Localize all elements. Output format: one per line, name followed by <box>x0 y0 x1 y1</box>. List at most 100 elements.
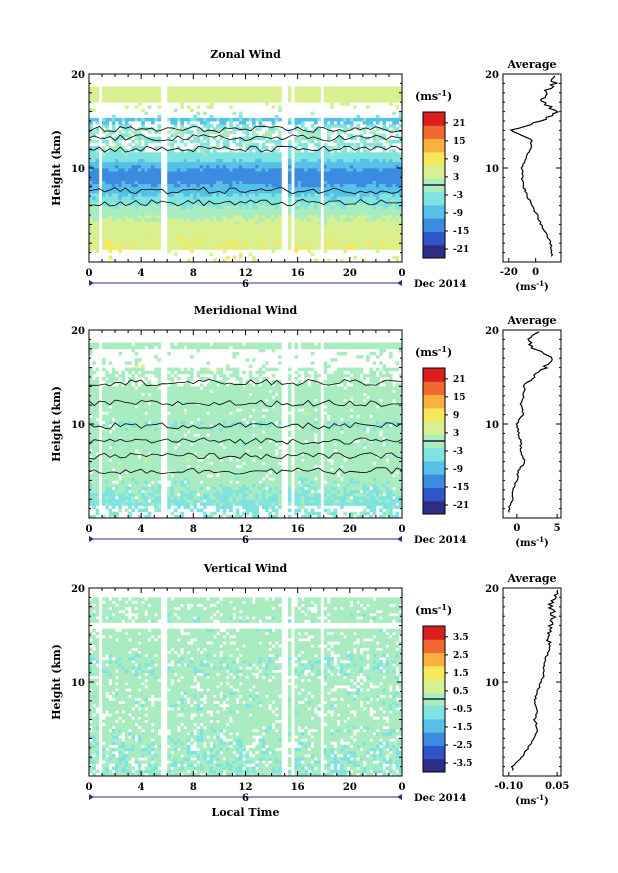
heatmap-cell <box>392 161 396 166</box>
heatmap-cell <box>108 474 113 478</box>
heatmap-cell <box>95 439 100 444</box>
heatmap-cell <box>317 221 321 225</box>
heatmap-cell <box>398 124 403 128</box>
heatmap-cell <box>137 395 142 400</box>
heatmap-cell <box>108 377 113 381</box>
heatmap-cell <box>349 136 354 141</box>
heatmap-cell <box>206 218 211 222</box>
heatmap-cell <box>330 233 334 238</box>
heatmap-cell <box>95 414 100 419</box>
heatmap-cell <box>307 215 312 219</box>
heatmap-cell <box>141 471 145 475</box>
heatmap-cell <box>216 208 220 213</box>
heatmap-cell <box>89 233 93 238</box>
heatmap-cell <box>392 202 396 206</box>
heatmap-cell <box>144 142 149 147</box>
colorbar-segment <box>423 165 445 179</box>
heatmap-cell <box>92 86 96 91</box>
heatmap-cell <box>385 224 390 228</box>
heatmap-cell <box>95 193 100 197</box>
heatmap-cell <box>317 240 321 244</box>
heatmap-cell <box>209 180 214 185</box>
heatmap-cell <box>115 199 119 203</box>
heatmap-cell <box>115 489 119 494</box>
heatmap-cell <box>388 183 393 188</box>
heatmap-cell <box>268 189 272 194</box>
heatmap-cell <box>154 130 158 134</box>
heatmap-cell <box>346 174 351 178</box>
colorbar-segment <box>423 191 445 206</box>
heatmap-cell <box>238 155 243 159</box>
heatmap-cell <box>388 215 393 219</box>
heatmap-cell <box>203 196 207 200</box>
heatmap-cell <box>206 124 211 128</box>
heatmap-cell <box>193 86 197 91</box>
heatmap-cell <box>261 174 266 178</box>
heatmap-cell <box>128 183 132 188</box>
heatmap-cell <box>128 124 132 128</box>
heatmap-cell <box>216 155 220 159</box>
heatmap-cell <box>141 427 145 431</box>
heatmap-cell <box>219 161 224 166</box>
heatmap-cell <box>258 158 263 163</box>
heatmap-cell <box>134 155 139 159</box>
heatmap-cell <box>304 189 308 194</box>
heatmap-cell <box>108 464 113 469</box>
heatmap-cell <box>118 183 122 188</box>
heatmap-cell <box>199 196 204 200</box>
heatmap-cell <box>330 102 334 106</box>
heatmap-cell <box>225 139 230 144</box>
heatmap-cell <box>121 496 126 500</box>
heatmap-cell <box>108 177 113 181</box>
heatmap-cell <box>248 189 253 194</box>
heatmap-cell <box>245 146 250 150</box>
heatmap-cell <box>238 240 243 244</box>
heatmap-cell <box>362 86 367 91</box>
heatmap-cell <box>128 221 132 225</box>
heatmap-cell <box>105 117 109 122</box>
heatmap-cell <box>255 171 259 175</box>
heatmap-cell <box>124 130 129 134</box>
heatmap-cell <box>212 208 217 213</box>
heatmap-cell <box>124 89 129 94</box>
heatmap-cell <box>219 193 224 197</box>
heatmap-cell <box>323 224 328 228</box>
heatmap-cell <box>102 492 106 497</box>
heatmap-cell <box>398 86 403 91</box>
heatmap-cell <box>170 142 175 147</box>
heatmap-cell <box>385 211 390 216</box>
heatmap-cell <box>294 180 299 185</box>
heatmap-cell <box>128 199 132 203</box>
heatmap-cell <box>170 180 175 185</box>
heatmap-cell <box>180 221 184 225</box>
heatmap-cell <box>167 240 171 244</box>
heatmap-cell <box>137 486 142 491</box>
heatmap-cell <box>157 89 162 94</box>
heatmap-cell <box>89 124 93 128</box>
heatmap-cell <box>297 136 302 141</box>
heatmap-cell <box>170 86 175 91</box>
heatmap-cell <box>115 164 119 169</box>
heatmap-cell <box>362 177 367 181</box>
heatmap-cell <box>95 377 100 381</box>
heatmap-cell <box>362 243 367 247</box>
heatmap-cell <box>274 149 279 153</box>
heatmap-cell <box>353 117 357 122</box>
heatmap-cell <box>392 205 396 210</box>
heatmap-cell <box>313 258 318 263</box>
heatmap-cell <box>300 230 305 235</box>
heatmap-cell <box>95 208 100 213</box>
heatmap-cell <box>95 508 100 513</box>
heatmap-cell <box>144 161 149 166</box>
heatmap-cell <box>340 205 344 210</box>
heatmap-cell <box>336 95 341 100</box>
heatmap-cell <box>294 236 299 241</box>
heatmap-cell <box>359 183 364 188</box>
heatmap-cell <box>304 155 308 159</box>
heatmap-cell <box>353 164 357 169</box>
heatmap-cell <box>219 208 224 213</box>
heatmap-cell <box>343 208 347 213</box>
heatmap-cell <box>287 218 292 222</box>
heatmap-cell <box>157 461 162 466</box>
